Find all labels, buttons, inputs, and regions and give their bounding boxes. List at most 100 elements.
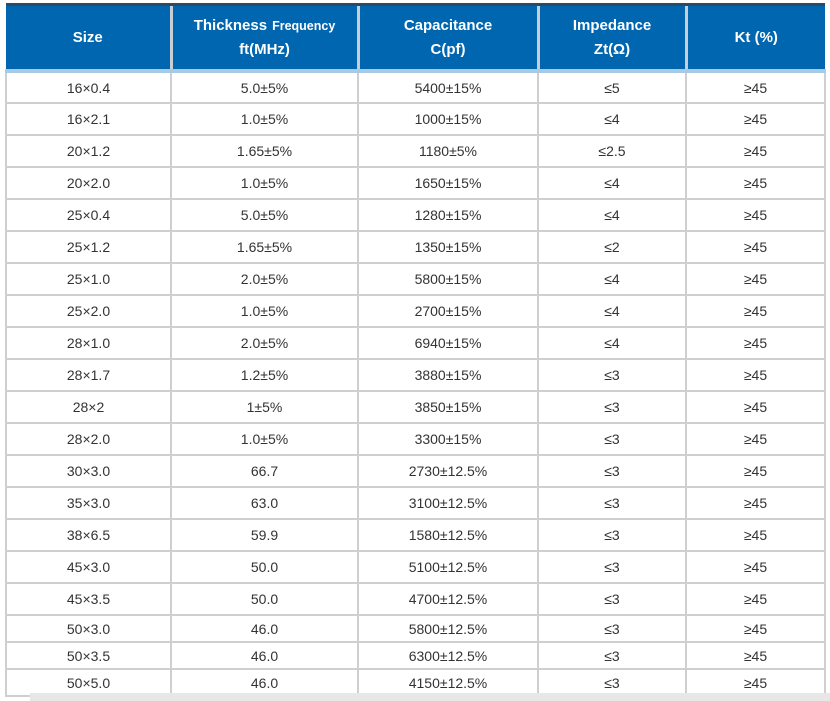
column-header-thickness-frequency-line1: Thickness Frequency <box>193 16 336 34</box>
cell-impedance: ≤3 <box>537 358 687 392</box>
cell-thickness-frequency: 50.0 <box>170 582 359 616</box>
column-header-impedance: Impedance Zt(Ω) <box>536 3 686 73</box>
cell-size: 25×0.4 <box>5 198 172 232</box>
cell-thickness-frequency: 5.0±5% <box>170 198 359 232</box>
column-header-size: Size <box>6 3 171 73</box>
header-row: Size Thickness Frequency ft(MHz) Capacita… <box>6 3 825 73</box>
cell-impedance: ≤3 <box>537 454 687 488</box>
cell-impedance: ≤3 <box>537 422 687 456</box>
table-row: 16×0.4 5.0±5% 5400±15% ≤5 ≥45 <box>5 70 826 104</box>
cell-kt: ≥45 <box>685 582 826 616</box>
cell-thickness-frequency: 59.9 <box>170 518 359 552</box>
cell-impedance: ≤4 <box>537 198 687 232</box>
cell-size: 50×5.0 <box>5 668 172 697</box>
cell-kt: ≥45 <box>685 230 826 264</box>
cell-thickness-frequency: 46.0 <box>170 614 359 643</box>
cell-thickness-frequency: 1.0±5% <box>170 166 359 200</box>
cell-impedance: ≤3 <box>537 550 687 584</box>
table-row: 20×2.0 1.0±5% 1650±15% ≤4 ≥45 <box>5 166 826 200</box>
cell-kt: ≥45 <box>685 454 826 488</box>
cell-thickness-frequency: 2.0±5% <box>170 262 359 296</box>
table-row: 50×3.5 46.0 6300±12.5% ≤3 ≥45 <box>5 641 826 670</box>
cell-kt: ≥45 <box>685 358 826 392</box>
cell-kt: ≥45 <box>685 166 826 200</box>
table-row: 45×3.5 50.0 4700±12.5% ≤3 ≥45 <box>5 582 826 616</box>
piezo-spec-table: Size Thickness Frequency ft(MHz) Capacita… <box>5 3 826 697</box>
cell-capacitance: 1280±15% <box>357 198 539 232</box>
table-row: 50×5.0 46.0 4150±12.5% ≤3 ≥45 <box>5 668 826 697</box>
cell-impedance: ≤3 <box>537 486 687 520</box>
cell-impedance: ≤2.5 <box>537 134 687 168</box>
cell-size: 50×3.0 <box>5 614 172 643</box>
cell-capacitance: 3880±15% <box>357 358 539 392</box>
column-header-capacitance: Capacitance C(pf) <box>356 3 538 73</box>
cell-size: 28×2.0 <box>5 422 172 456</box>
cell-size: 20×1.2 <box>5 134 172 168</box>
cell-kt: ≥45 <box>685 668 826 697</box>
cell-capacitance: 1580±12.5% <box>357 518 539 552</box>
cell-thickness-frequency: 1.2±5% <box>170 358 359 392</box>
cell-thickness-frequency: 1.65±5% <box>170 134 359 168</box>
table-row: 45×3.0 50.0 5100±12.5% ≤3 ≥45 <box>5 550 826 584</box>
cell-size: 25×1.0 <box>5 262 172 296</box>
table-row: 28×2.0 1.0±5% 3300±15% ≤3 ≥45 <box>5 422 826 456</box>
cell-size: 25×1.2 <box>5 230 172 264</box>
table-row: 50×3.0 46.0 5800±12.5% ≤3 ≥45 <box>5 614 826 643</box>
cell-impedance: ≤3 <box>537 518 687 552</box>
cell-capacitance: 6300±12.5% <box>357 641 539 670</box>
column-header-kt-label: Kt (%) <box>734 28 778 46</box>
cell-size: 38×6.5 <box>5 518 172 552</box>
cell-impedance: ≤4 <box>537 294 687 328</box>
table-row: 28×2 1±5% 3850±15% ≤3 ≥45 <box>5 390 826 424</box>
cell-capacitance: 2700±15% <box>357 294 539 328</box>
cell-capacitance: 2730±12.5% <box>357 454 539 488</box>
cell-kt: ≥45 <box>685 198 826 232</box>
cell-thickness-frequency: 63.0 <box>170 486 359 520</box>
cell-thickness-frequency: 46.0 <box>170 641 359 670</box>
cell-capacitance: 4700±12.5% <box>357 582 539 616</box>
cell-thickness-frequency: 1.0±5% <box>170 294 359 328</box>
cell-size: 28×2 <box>5 390 172 424</box>
column-header-kt: Kt (%) <box>684 3 825 73</box>
cell-kt: ≥45 <box>685 326 826 360</box>
cell-capacitance: 5400±15% <box>357 70 539 104</box>
table-row: 25×1.2 1.65±5% 1350±15% ≤2 ≥45 <box>5 230 826 264</box>
cell-size: 30×3.0 <box>5 454 172 488</box>
cell-kt: ≥45 <box>685 70 826 104</box>
table-row: 28×1.0 2.0±5% 6940±15% ≤4 ≥45 <box>5 326 826 360</box>
column-header-thickness-frequency-line2: ft(MHz) <box>239 40 290 58</box>
cell-capacitance: 1180±5% <box>357 134 539 168</box>
cell-capacitance: 3100±12.5% <box>357 486 539 520</box>
cell-capacitance: 5800±12.5% <box>357 614 539 643</box>
cell-capacitance: 5800±15% <box>357 262 539 296</box>
cell-kt: ≥45 <box>685 390 826 424</box>
cell-capacitance: 4150±12.5% <box>357 668 539 697</box>
cell-thickness-frequency: 50.0 <box>170 550 359 584</box>
cell-kt: ≥45 <box>685 518 826 552</box>
cell-impedance: ≤3 <box>537 668 687 697</box>
cell-capacitance: 6940±15% <box>357 326 539 360</box>
cell-thickness-frequency: 5.0±5% <box>170 70 359 104</box>
cell-capacitance: 1350±15% <box>357 230 539 264</box>
cell-impedance: ≤3 <box>537 614 687 643</box>
table-row: 38×6.5 59.9 1580±12.5% ≤3 ≥45 <box>5 518 826 552</box>
table-row: 25×0.4 5.0±5% 1280±15% ≤4 ≥45 <box>5 198 826 232</box>
table-row: 35×3.0 63.0 3100±12.5% ≤3 ≥45 <box>5 486 826 520</box>
column-header-thickness-frequency: Thickness Frequency ft(MHz) <box>169 3 358 73</box>
cell-impedance: ≤3 <box>537 641 687 670</box>
cell-size: 20×2.0 <box>5 166 172 200</box>
cell-impedance: ≤4 <box>537 262 687 296</box>
cell-thickness-frequency: 1±5% <box>170 390 359 424</box>
cell-kt: ≥45 <box>685 262 826 296</box>
cell-thickness-frequency: 46.0 <box>170 668 359 697</box>
bottom-strip <box>30 693 830 701</box>
cell-capacitance: 3300±15% <box>357 422 539 456</box>
cell-size: 25×2.0 <box>5 294 172 328</box>
cell-kt: ≥45 <box>685 550 826 584</box>
table-row: 20×1.2 1.65±5% 1180±5% ≤2.5 ≥45 <box>5 134 826 168</box>
cell-size: 28×1.7 <box>5 358 172 392</box>
cell-thickness-frequency: 1.0±5% <box>170 102 359 136</box>
cell-capacitance: 3850±15% <box>357 390 539 424</box>
cell-size: 16×0.4 <box>5 70 172 104</box>
cell-capacitance: 5100±12.5% <box>357 550 539 584</box>
